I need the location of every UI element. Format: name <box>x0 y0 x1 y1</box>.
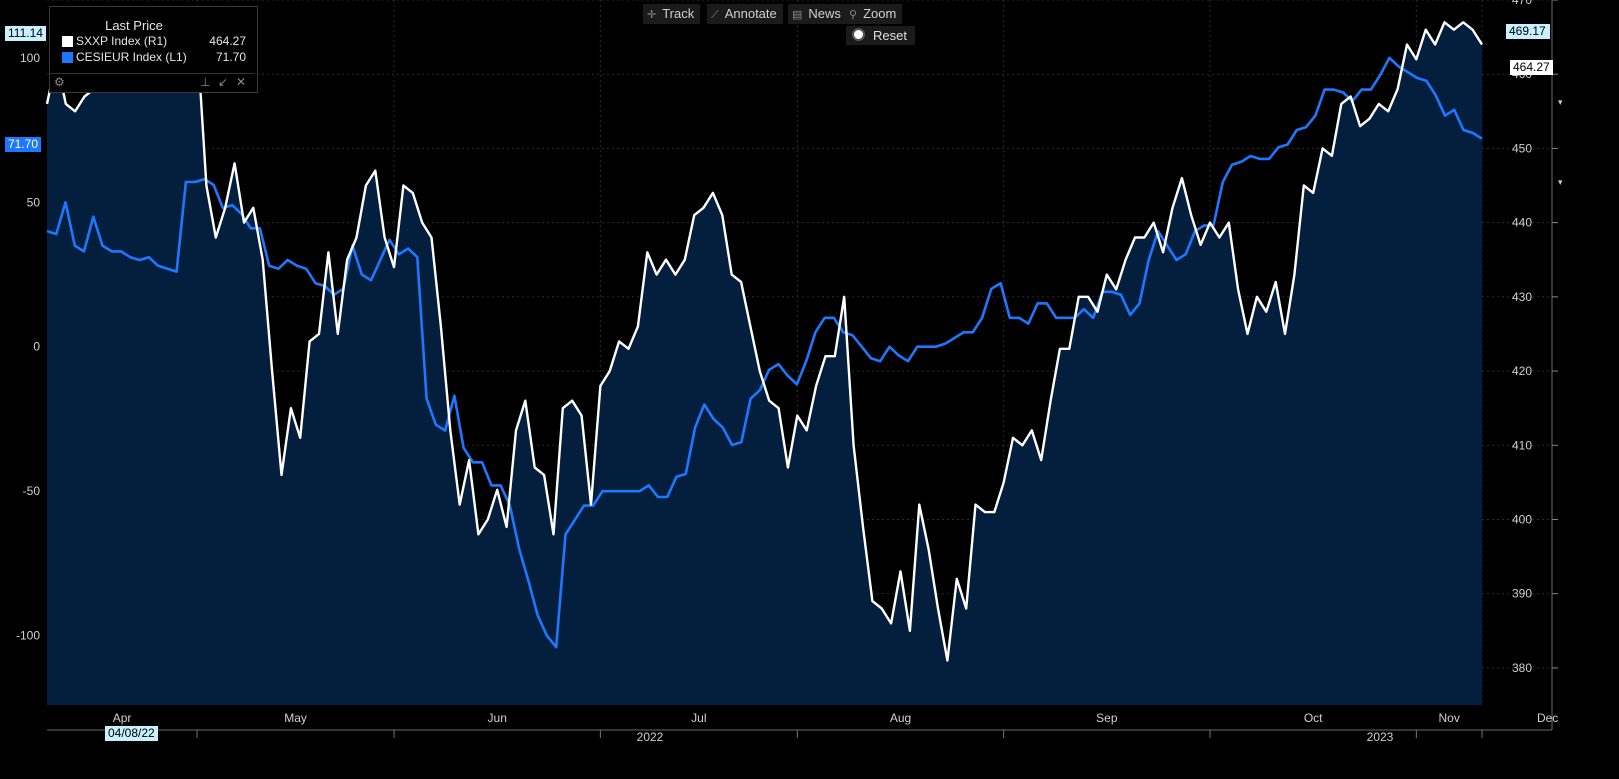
x-month-label: Oct <box>1304 711 1323 725</box>
x-month-label: Aug <box>890 711 911 725</box>
sxxp-area-fill <box>47 22 1482 706</box>
legend-value-sxxp: 464.27 <box>209 34 246 48</box>
legend-name-sxxp: SXXP Index (R1) <box>76 34 168 48</box>
magnifier-icon: ⚲ <box>849 9 858 21</box>
legend-tools: ⚙ ⊥ ↙ ✕ <box>50 73 255 92</box>
legend-panel[interactable]: Last Price SXXP Index (R1) 464.27 CESIEU… <box>49 6 258 93</box>
legend-name-cesieur: CESIEUR Index (L1) <box>76 50 187 64</box>
news-button[interactable]: ▤ News <box>788 4 847 24</box>
scroll-marker-icon: ▾ <box>1558 97 1563 107</box>
x-axis-ticks: AprMayJunJulAugSepOctNovDecJanFeb2022202… <box>113 711 1559 744</box>
right-tick-label: 420 <box>1512 364 1532 378</box>
left-tick-label: 50 <box>27 195 41 209</box>
right-axis-ticks: 470460450440430420410400390380 <box>1512 0 1558 675</box>
news-icon: ▤ <box>792 9 803 21</box>
scroll-marker-icon-2: ▾ <box>1558 177 1563 187</box>
annotate-button[interactable]: ⟋ Annotate <box>707 4 783 24</box>
x-month-label: Sep <box>1096 711 1118 725</box>
left-tick-label: -100 <box>16 629 40 643</box>
left-tick-label: 100 <box>20 51 40 65</box>
close-icon[interactable]: ✕ <box>236 75 247 89</box>
right-tick-label: 440 <box>1512 216 1532 230</box>
track-button[interactable]: ✛ Track <box>643 4 701 24</box>
right-tick-label: 390 <box>1512 587 1532 601</box>
legend-header: Last Price <box>105 18 163 33</box>
crosshair-icon: ✛ <box>647 9 657 21</box>
right-tick-label: 380 <box>1512 661 1532 675</box>
x-year-label: 2023 <box>1367 730 1394 744</box>
left-axis-ticks: 100 50 0 -50 -100 <box>16 51 40 643</box>
right-tick-label: 450 <box>1512 141 1532 155</box>
gear-icon[interactable]: ⚙ <box>54 75 65 89</box>
x-month-label: Dec <box>1537 711 1558 725</box>
axes <box>47 0 1553 731</box>
pin-icon[interactable]: ⊥ <box>200 75 211 89</box>
x-year-label: 2022 <box>637 730 664 744</box>
right-tick-label: 430 <box>1512 290 1532 304</box>
legend-swatch-cesieur <box>62 52 73 63</box>
sxxp-series-line <box>45 21 1484 662</box>
x-month-label: Jun <box>488 711 507 725</box>
pencil-icon: ⟋ <box>711 9 719 21</box>
start-date-label: 04/08/22 <box>105 726 158 741</box>
zoom-button[interactable]: ⚲ Zoom <box>845 4 903 24</box>
right-tick-label: 470 <box>1512 0 1532 7</box>
x-month-label: Apr <box>113 711 132 725</box>
legend-swatch-sxxp <box>62 36 73 47</box>
x-month-label: Jul <box>691 711 706 725</box>
x-month-label: Nov <box>1439 711 1460 725</box>
x-month-label: May <box>284 711 307 725</box>
right-tick-label: 410 <box>1512 438 1532 452</box>
cesieur-series-line <box>46 56 1483 649</box>
radio-icon <box>852 28 865 41</box>
legend-value-cesieur: 71.70 <box>215 50 246 64</box>
collapse-icon[interactable]: ↙ <box>218 75 229 89</box>
left-tick-label: -50 <box>23 484 41 498</box>
legend-item-cesieur[interactable]: CESIEUR Index (L1) 71.70 <box>62 50 252 65</box>
reset-button[interactable]: Reset <box>846 26 915 45</box>
right-tick-label: 400 <box>1512 512 1532 526</box>
cesieur-last-value-label: 71.70 <box>5 137 42 152</box>
left-tick-label: 0 <box>33 340 40 354</box>
legend-item-sxxp[interactable]: SXXP Index (R1) 464.27 <box>62 34 252 49</box>
sxxp-last-value-label: 464.27 <box>1510 60 1553 75</box>
right-axis-max-label: 469.17 <box>1506 24 1550 39</box>
left-axis-max-label: 111.14 <box>5 26 46 41</box>
